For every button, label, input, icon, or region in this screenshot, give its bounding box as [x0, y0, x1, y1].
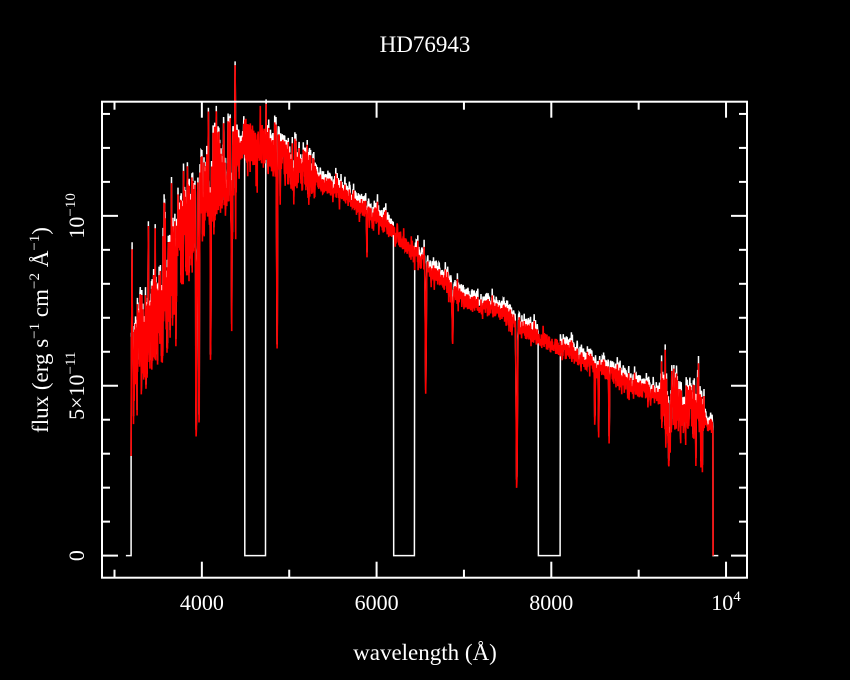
- ylabel-b: cm: [28, 289, 53, 323]
- x-tick-label-text: 10: [711, 590, 733, 615]
- y-tick-label: 0: [64, 550, 89, 561]
- x-axis-label: wavelength (Å): [353, 640, 497, 665]
- x-tick-label: 8000: [529, 590, 573, 615]
- ylabel-sup1: −1: [27, 323, 43, 339]
- chart-title: HD76943: [380, 32, 471, 57]
- y-tick-label: 5×10−11: [63, 352, 89, 420]
- ylabel-a: flux (erg s: [28, 339, 53, 433]
- y-tick-label-text: 0: [64, 550, 89, 561]
- x-tick-label-text: 4000: [180, 590, 224, 615]
- ylabel-sup3: −1: [27, 235, 43, 251]
- spectrum-curves: [125, 61, 719, 557]
- y-tick-label-sup: −10: [63, 193, 79, 216]
- y-tick-label-text: 10: [64, 217, 89, 239]
- x-tick-labels: 4000 6000 8000 104: [180, 589, 741, 615]
- axis-ticks: [102, 101, 747, 578]
- series-observed-red: [130, 65, 714, 556]
- ylabel-c: Å: [28, 250, 53, 273]
- y-axis-label: flux (erg s−1 cm−2 Å−1): [27, 227, 53, 433]
- x-tick-label: 104: [711, 589, 741, 615]
- y-tick-label-sup: −11: [63, 352, 79, 375]
- x-tick-label: 6000: [355, 590, 399, 615]
- y-tick-label-text: 5×10: [64, 374, 89, 419]
- x-tick-label: 4000: [180, 590, 224, 615]
- y-tick-label: 10−10: [63, 193, 89, 238]
- y-tick-labels: 0 5×10−11 10−10: [63, 193, 89, 561]
- x-tick-label-sup: 4: [733, 589, 741, 605]
- ylabel-sup2: −2: [27, 273, 43, 289]
- plot-frame: [101, 100, 748, 579]
- ylabel-d: ): [28, 227, 53, 235]
- x-tick-label-text: 6000: [355, 590, 399, 615]
- x-tick-label-text: 8000: [529, 590, 573, 615]
